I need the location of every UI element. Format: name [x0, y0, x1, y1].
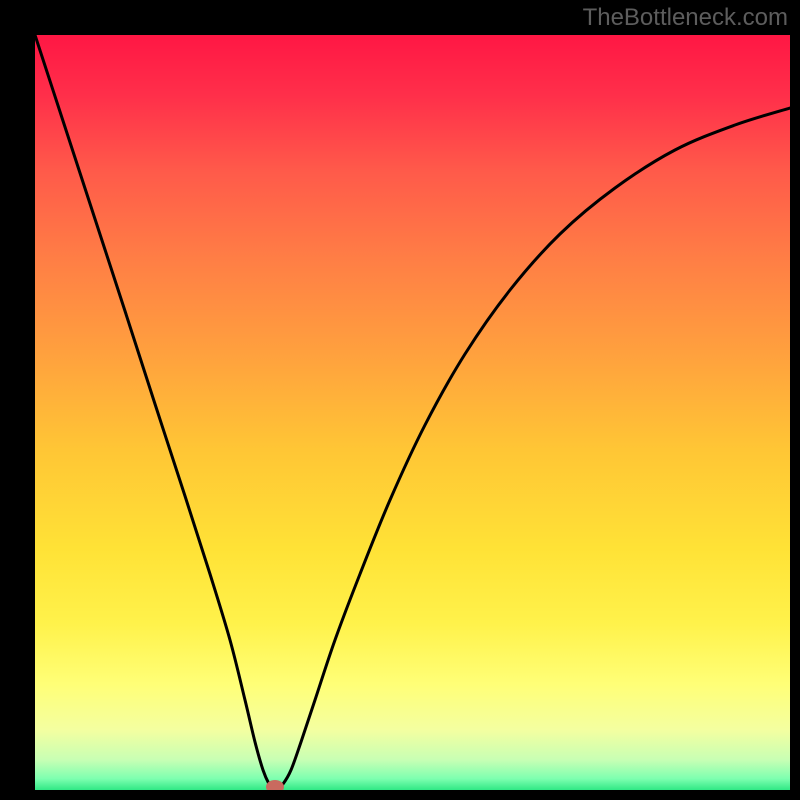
watermark-text: TheBottleneck.com — [583, 4, 788, 32]
plot-area — [35, 35, 790, 790]
chart-stage: TheBottleneck.com — [0, 0, 800, 800]
bottleneck-curve — [35, 35, 790, 790]
curve-layer — [35, 35, 790, 790]
